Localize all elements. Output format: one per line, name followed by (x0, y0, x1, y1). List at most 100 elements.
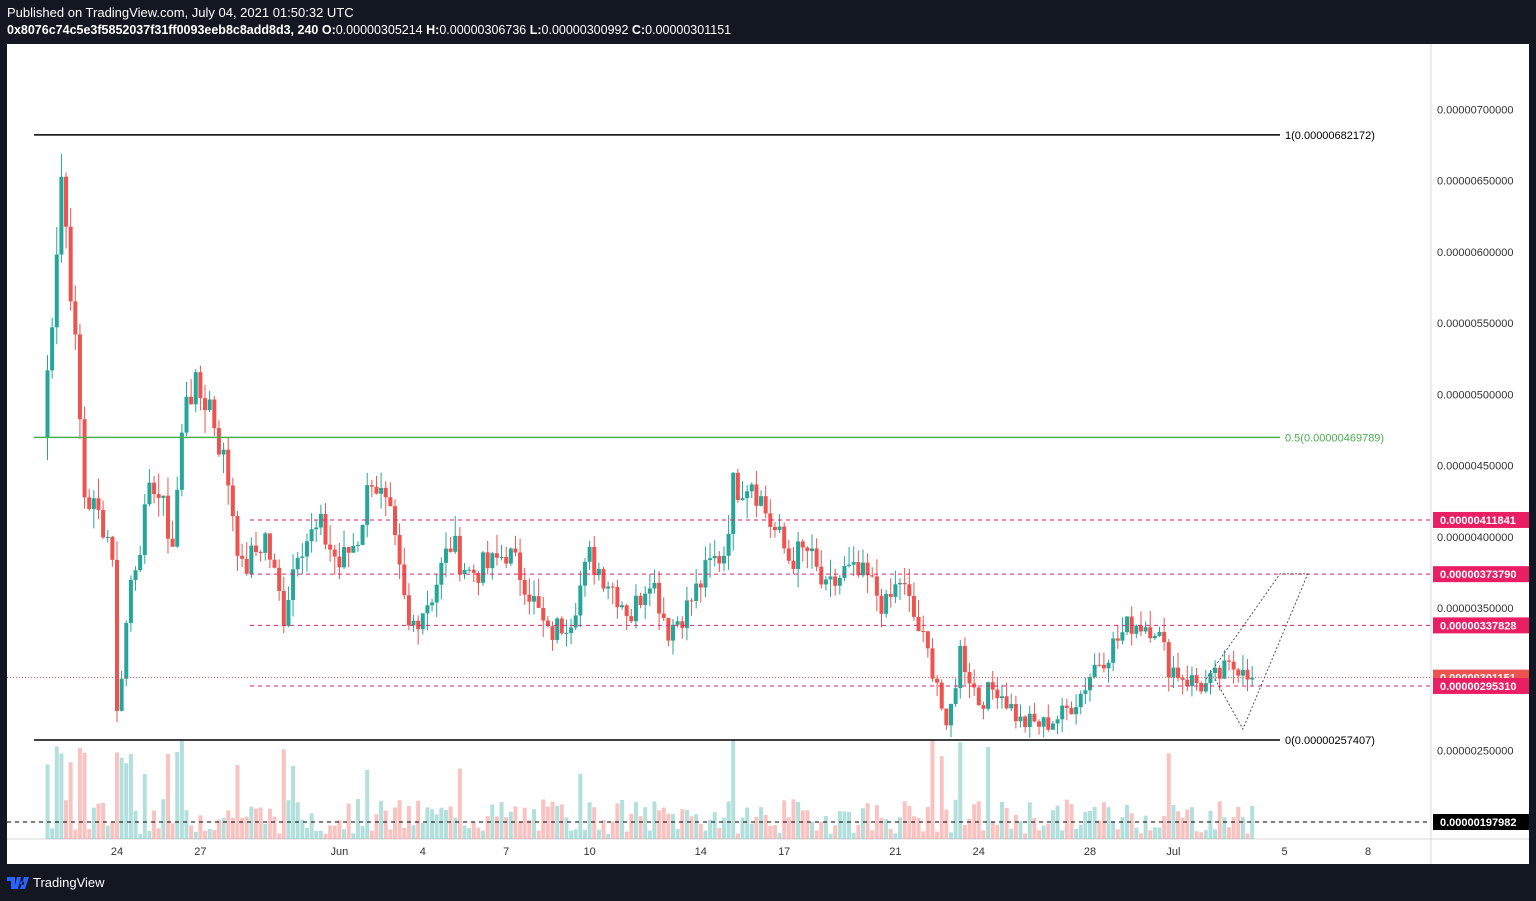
candle-body (267, 533, 272, 560)
candle-body (481, 552, 486, 583)
volume-bar (314, 830, 319, 839)
candle-body (304, 541, 309, 557)
volume-bar (1097, 820, 1102, 839)
candle-body (847, 564, 852, 566)
candle-body (309, 529, 314, 542)
candle-body (1111, 638, 1116, 663)
volume-bar (921, 831, 926, 839)
volume-bar (1101, 802, 1106, 839)
volume-bar (986, 747, 991, 839)
candle-body (494, 553, 499, 558)
candle-body (420, 613, 425, 630)
candle-body (740, 498, 745, 501)
volume-bar (411, 825, 416, 839)
level-lines (7, 519, 1431, 823)
volume-bar (1074, 828, 1079, 839)
candle-body (1083, 690, 1088, 694)
candle-body (323, 513, 328, 545)
candle-body (402, 564, 407, 596)
volume-bar (1013, 814, 1018, 839)
candle-body (138, 554, 143, 571)
candle-body (1250, 677, 1255, 680)
fib-level-label: 0(0.00000257407) (1285, 735, 1375, 747)
candle-body (286, 599, 291, 626)
price-badge (1433, 814, 1529, 830)
volume-bar (240, 817, 245, 839)
volume-bar (995, 824, 1000, 839)
volume-bar (800, 810, 805, 839)
candle-body (1180, 677, 1185, 680)
candlestick-chart[interactable]: 1(0.00000682172) 0.5(0.00000469789) 0(0.00… (0, 44, 1536, 864)
candle-body (1143, 627, 1148, 632)
volume-bar (1064, 799, 1069, 839)
candle-body (902, 583, 907, 585)
candle-body (893, 584, 898, 597)
candle-body (620, 605, 625, 608)
volume-bar (777, 833, 782, 839)
candle-body (1064, 705, 1069, 708)
volume-bar (504, 817, 509, 839)
volume-bar (448, 806, 453, 839)
candle-body (837, 577, 842, 586)
volume-bar (735, 833, 740, 839)
candle-body (318, 513, 323, 528)
volume-bar (203, 830, 208, 839)
candle-body (851, 562, 856, 565)
candle-body (638, 595, 643, 605)
volume-bar (643, 807, 648, 839)
candle-body (995, 689, 1000, 699)
candle-body (884, 593, 889, 614)
candle-body (369, 485, 374, 487)
volume-bar (462, 825, 467, 839)
volume-bar (346, 803, 351, 839)
candles (45, 153, 1255, 738)
time-tick-label: 4 (420, 846, 426, 858)
time-tick-label: Jun (331, 846, 349, 858)
volume-bar (369, 830, 374, 839)
candle-body (633, 595, 638, 622)
volume-bar (999, 801, 1004, 839)
volume-bar (124, 763, 129, 839)
candle-body (828, 576, 833, 580)
volume-bar (64, 800, 69, 839)
candle-body (397, 535, 402, 565)
volume-bar (939, 756, 944, 839)
candle-body (703, 560, 708, 588)
candle-body (879, 595, 884, 614)
volume-bar (703, 830, 708, 839)
volume-bar (1046, 823, 1051, 839)
candle-body (152, 482, 157, 495)
volume-bar (286, 800, 291, 839)
volume-bar (379, 800, 384, 839)
volume-bar (152, 810, 157, 839)
volume-bar (545, 806, 550, 839)
tradingview-brand[interactable]: TradingView (33, 875, 105, 890)
volume-bar (828, 833, 833, 839)
volume-bar (1217, 801, 1222, 839)
tradingview-logo-icon[interactable] (7, 875, 29, 889)
candle-body (281, 590, 286, 626)
candle-body (819, 566, 824, 585)
candle-body (643, 593, 648, 605)
volume-bar (633, 801, 638, 839)
candle-body (763, 496, 768, 514)
volume-bar (666, 813, 671, 839)
fib-level-label: 0.5(0.00000469789) (1285, 432, 1384, 444)
candle-body (1069, 707, 1074, 715)
candle-body (606, 586, 611, 589)
volume-bar (772, 825, 777, 839)
candle-body (1032, 713, 1037, 722)
candle-body (962, 645, 967, 673)
volume-bar (175, 751, 180, 839)
candle-body (1213, 667, 1218, 674)
volume-bar (425, 807, 430, 839)
time-axis: 24 27 Jun 4 7 10 14 17 21 24 28 Jul 5 8 (111, 846, 1371, 858)
volume-bar (522, 807, 527, 839)
candle-body (898, 583, 903, 585)
candle-body (1217, 667, 1222, 679)
candle-body (1162, 632, 1167, 643)
volume-bar (402, 827, 407, 839)
chart-area[interactable]: 1(0.00000682172) 0.5(0.00000469789) 0(0.00… (0, 44, 1536, 864)
candle-body (360, 524, 365, 545)
volume-bar (610, 821, 615, 839)
